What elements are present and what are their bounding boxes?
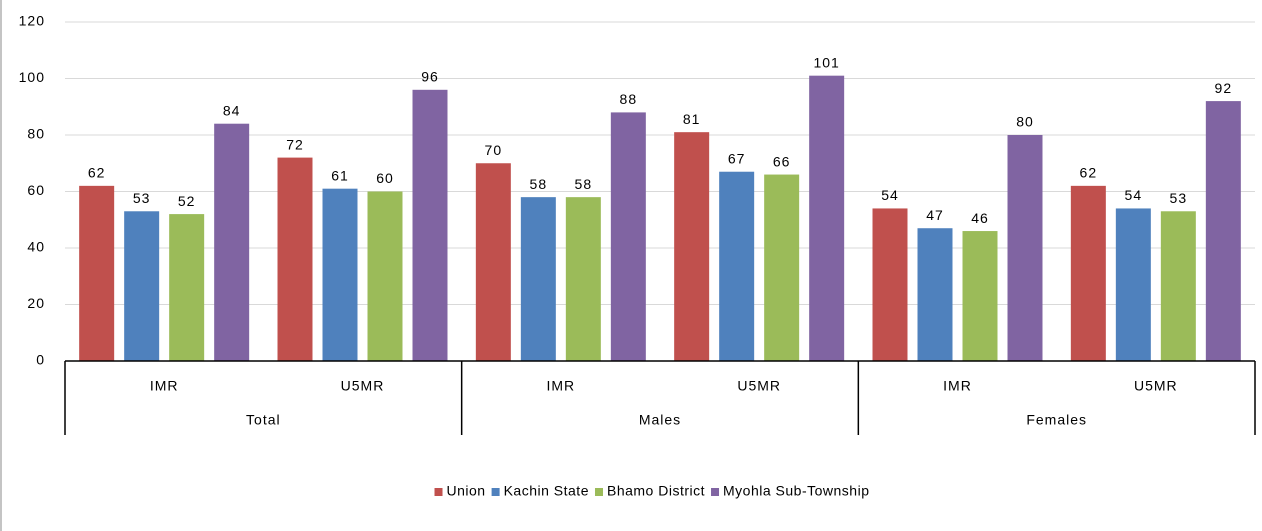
group-label: Females: [1026, 412, 1087, 428]
y-tick-label: 60: [27, 182, 45, 198]
data-label: 70: [485, 142, 503, 158]
data-label: 62: [88, 165, 106, 181]
x-tick-label: U5MR: [1134, 378, 1178, 394]
data-label: 54: [881, 187, 899, 203]
y-tick-label: 100: [19, 69, 45, 85]
bar: [674, 132, 710, 361]
bar: [872, 208, 908, 361]
bar: [214, 123, 250, 361]
bar: [764, 174, 800, 361]
data-label: 84: [223, 102, 241, 118]
data-label: 88: [620, 91, 638, 107]
bar: [719, 171, 755, 361]
data-label: 61: [331, 167, 349, 183]
x-tick-label: IMR: [150, 378, 179, 394]
data-label: 47: [926, 207, 944, 223]
bar: [1160, 211, 1196, 361]
data-label: 66: [773, 153, 791, 169]
x-tick-label: IMR: [943, 378, 972, 394]
data-label: 92: [1215, 80, 1233, 96]
y-tick-label: 20: [27, 295, 45, 311]
y-tick-label: 120: [19, 13, 45, 29]
data-label: 96: [421, 69, 439, 85]
bar: [1070, 185, 1106, 361]
bar: [1007, 135, 1043, 361]
bar: [1115, 208, 1151, 361]
data-label: 52: [178, 193, 196, 209]
data-label: 81: [683, 111, 701, 127]
bar: [610, 112, 646, 362]
group-label: Total: [246, 412, 281, 428]
bar: [475, 163, 511, 361]
bar: [917, 228, 953, 361]
bar: [412, 89, 448, 362]
data-label: 53: [1170, 190, 1188, 206]
legend-swatch: [594, 488, 603, 496]
x-tick-label: U5MR: [737, 378, 781, 394]
y-tick-label: 80: [27, 126, 45, 142]
data-label: 54: [1125, 187, 1143, 203]
legend-swatch: [711, 488, 720, 496]
bar: [367, 191, 403, 361]
data-label: 80: [1016, 114, 1034, 130]
data-label: 53: [133, 190, 151, 206]
data-label: 72: [286, 136, 304, 152]
bar: [565, 197, 601, 361]
legend-label: Myohla Sub-Township: [723, 483, 869, 499]
data-label: 58: [575, 176, 593, 192]
data-label: 101: [813, 54, 839, 70]
legend-label: Union: [447, 483, 486, 499]
data-label: 62: [1080, 165, 1098, 181]
bar: [1205, 101, 1241, 361]
x-tick-label: U5MR: [341, 378, 385, 394]
group-label: Males: [639, 412, 681, 428]
legend-label: Bhamo District: [607, 483, 705, 499]
bar: [962, 231, 998, 361]
bar: [520, 197, 556, 361]
data-label: 46: [971, 210, 989, 226]
legend-label: Kachin State: [504, 483, 589, 499]
bar: [79, 185, 115, 361]
data-label: 58: [530, 176, 548, 192]
bar: [809, 75, 845, 362]
bar: [124, 211, 160, 361]
bar: [322, 188, 358, 361]
y-tick-label: 0: [36, 352, 45, 368]
data-label: 67: [728, 150, 746, 166]
x-tick-label: IMR: [546, 378, 575, 394]
y-tick-label: 40: [27, 239, 45, 255]
legend-swatch: [491, 488, 500, 496]
bar: [277, 157, 313, 361]
bar: [169, 214, 205, 361]
data-label: 60: [376, 170, 394, 186]
legend-swatch: [434, 488, 443, 496]
